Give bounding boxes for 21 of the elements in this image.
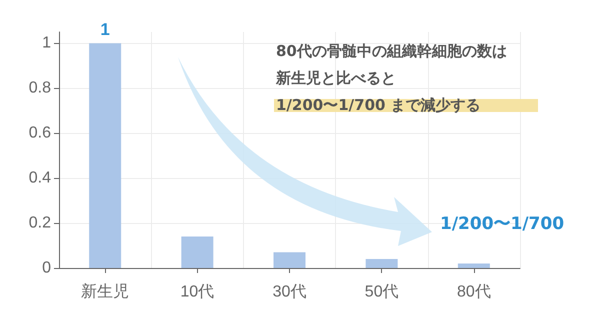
annotation: 新生児と比べると [276, 68, 396, 89]
x-tick-label: 30代 [272, 284, 306, 300]
data-label: 1 [100, 20, 110, 40]
bar [366, 259, 398, 268]
y-tick-label: 0 [42, 260, 52, 276]
bar [274, 252, 306, 268]
bar [458, 264, 490, 268]
y-tick-label: 0.4 [28, 170, 52, 187]
y-tick-label: 0.6 [28, 124, 52, 142]
x-tick-label: 10代 [180, 284, 214, 300]
x-tick-label: 50代 [364, 284, 399, 300]
y-tick-label: 0.8 [28, 80, 52, 97]
y-tick-label: 1 [42, 34, 52, 52]
x-tick-label: 新生児 [81, 282, 130, 300]
y-tick-label: 0.2 [28, 214, 52, 232]
x-tick-label: 80代 [457, 284, 491, 300]
bar [181, 236, 214, 268]
annotation: 1/200〜1/700 まで減少する [276, 95, 481, 116]
annotation: 1/200〜1/700 [440, 213, 564, 235]
bar [89, 43, 122, 268]
annotation: 80代の骨髄中の組織幹細胞の数は [276, 41, 507, 62]
